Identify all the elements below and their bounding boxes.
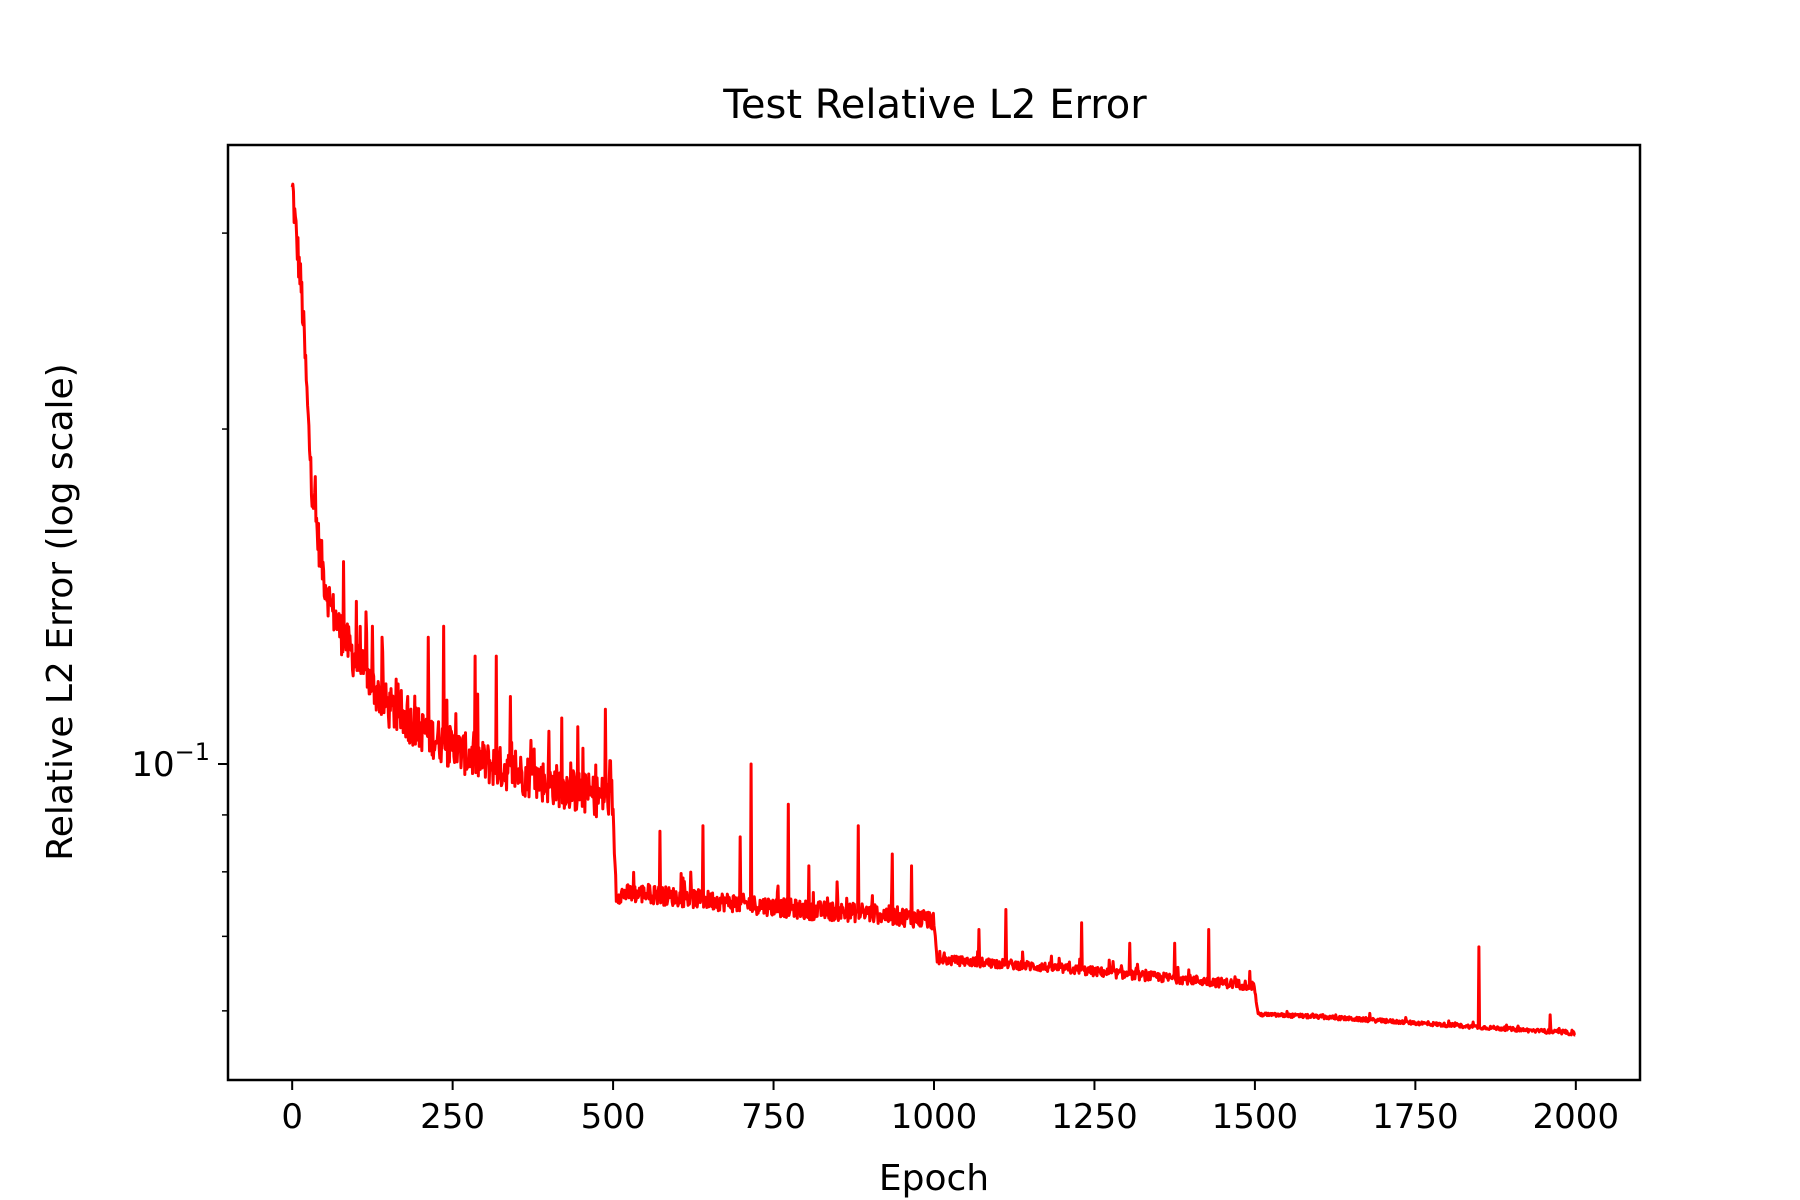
y-axis-label: Relative L2 Error (log scale) xyxy=(40,363,81,860)
x-tick-label: 750 xyxy=(741,1097,806,1137)
series-line xyxy=(290,182,1577,1037)
x-tick-label: 250 xyxy=(420,1097,485,1137)
x-axis-label: Epoch xyxy=(879,1158,989,1199)
x-tick-label: 0 xyxy=(281,1097,303,1137)
x-tick-label: 1500 xyxy=(1212,1097,1299,1137)
y-tick-label: 10−1 xyxy=(131,738,210,785)
x-tick-label: 2000 xyxy=(1533,1097,1620,1137)
x-tick-label: 500 xyxy=(581,1097,646,1137)
chart-title: Test Relative L2 Error xyxy=(722,82,1147,128)
x-axis: 0 250 500 750 1000 1250 1500 1750 2000 xyxy=(281,1080,1619,1137)
y-axis: 10−1 xyxy=(131,232,228,1012)
plot-area xyxy=(290,182,1577,1037)
x-tick-label: 1750 xyxy=(1372,1097,1459,1137)
x-tick-label: 1250 xyxy=(1051,1097,1138,1137)
x-tick-label: 1000 xyxy=(891,1097,978,1137)
